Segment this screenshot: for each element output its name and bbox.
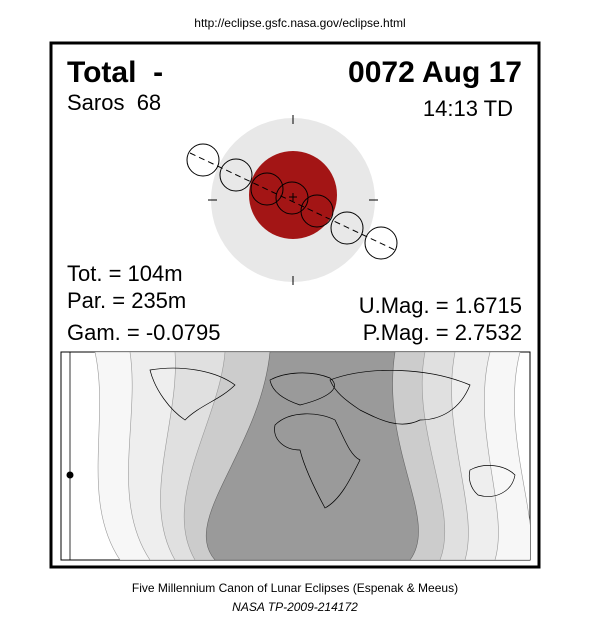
center-cross bbox=[289, 193, 297, 201]
saros: Saros 68 bbox=[67, 90, 161, 115]
visibility-map bbox=[60, 351, 531, 561]
footer-canon: Five Millennium Canon of Lunar Eclipses … bbox=[132, 581, 458, 595]
map-dot bbox=[66, 471, 74, 479]
eclipse-date: 0072 Aug 17 bbox=[348, 56, 522, 89]
gamma: Gam. = -0.0795 bbox=[67, 320, 220, 345]
eclipse-geometry bbox=[186, 115, 398, 285]
coastlines bbox=[149, 367, 516, 509]
footer-publication: NASA TP-2009-214172 bbox=[232, 600, 358, 614]
penumbral-magnitude: P.Mag. = 2.7532 bbox=[363, 320, 522, 345]
axis-ticks bbox=[208, 115, 378, 285]
total-zone bbox=[205, 352, 419, 560]
time: 14:13 TD bbox=[423, 96, 513, 121]
eclipse-type: Total - bbox=[67, 56, 163, 89]
moon-positions bbox=[186, 143, 398, 260]
total-duration: Tot. = 104m bbox=[67, 261, 183, 286]
umbral-magnitude: U.Mag. = 1.6715 bbox=[359, 293, 522, 318]
source-url: http://eclipse.gsfc.nasa.gov/eclipse.htm… bbox=[194, 16, 405, 30]
partial-duration: Par. = 235m bbox=[67, 288, 186, 313]
moon-path bbox=[189, 152, 396, 251]
